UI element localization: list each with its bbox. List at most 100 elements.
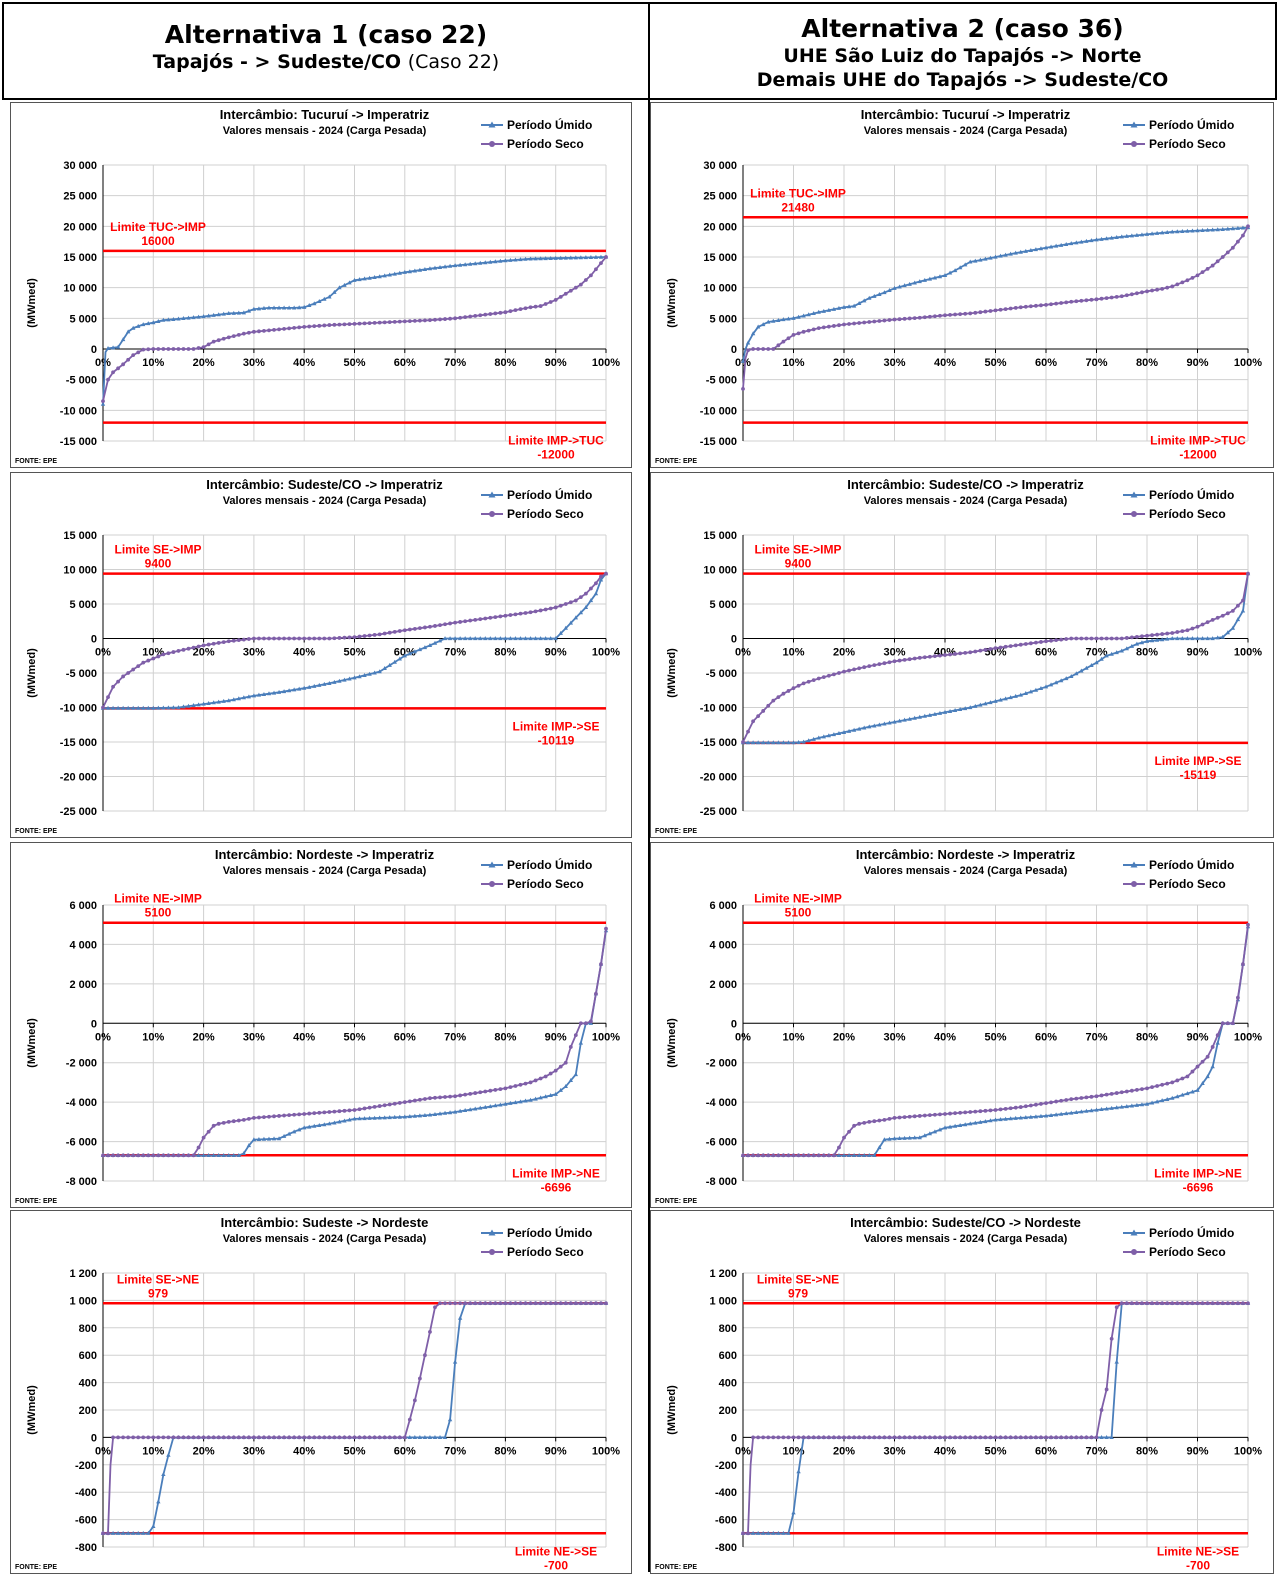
x-tick-label: 10% <box>142 1445 164 1457</box>
data-point <box>226 1152 231 1157</box>
data-point <box>196 644 201 649</box>
data-point <box>1109 636 1114 641</box>
data-point <box>1165 636 1170 641</box>
data-point <box>751 347 755 351</box>
data-point <box>513 257 518 262</box>
data-point <box>1053 1112 1059 1117</box>
y-tick-label: -8 000 <box>66 1176 97 1188</box>
x-tick-label: 70% <box>444 1445 466 1457</box>
x-tick-label: 30% <box>243 357 265 369</box>
x-tick-label: 70% <box>1085 1445 1107 1457</box>
data-point <box>1028 304 1033 309</box>
data-point <box>367 321 372 326</box>
data-point <box>478 313 483 318</box>
data-point <box>231 310 236 315</box>
data-point <box>933 1435 937 1440</box>
data-point <box>473 1106 478 1111</box>
data-point <box>206 1152 211 1157</box>
limit-label: Limite IMP->TUC <box>508 434 604 448</box>
y-tick-label: 200 <box>79 1405 97 1417</box>
y-tick-label: 400 <box>79 1378 97 1390</box>
data-point <box>196 314 201 319</box>
source-note: FONTE: EPE <box>15 1198 57 1205</box>
data-point <box>943 1435 947 1440</box>
data-point <box>412 1398 417 1403</box>
data-point <box>1144 231 1150 236</box>
data-point <box>1109 1336 1114 1341</box>
data-point <box>837 323 841 328</box>
x-tick-label: 80% <box>1136 647 1158 659</box>
data-point <box>271 1136 277 1141</box>
data-point <box>407 1417 412 1422</box>
data-point <box>801 313 806 318</box>
data-point <box>523 636 528 641</box>
data-point <box>1109 1105 1114 1110</box>
source-note: FONTE: EPE <box>655 828 697 835</box>
data-point <box>101 1531 105 1536</box>
data-point <box>1205 636 1210 641</box>
chart-title: Intercâmbio: Sudeste/CO -> Imperatriz <box>206 477 443 492</box>
data-point <box>121 674 126 679</box>
data-point <box>781 740 786 745</box>
data-point <box>786 689 791 693</box>
data-point <box>478 260 483 265</box>
data-point <box>1200 227 1205 232</box>
data-point <box>1190 1089 1195 1094</box>
data-point <box>347 1435 352 1440</box>
data-point <box>1044 1101 1048 1106</box>
data-point <box>1159 230 1165 235</box>
data-point <box>563 602 568 606</box>
data-point <box>488 1301 493 1306</box>
x-tick-label: 60% <box>394 647 416 659</box>
data-point <box>832 324 836 328</box>
data-point <box>141 1435 146 1440</box>
data-point <box>438 1301 442 1306</box>
limit-label: Limite IMP->NE <box>1154 1166 1242 1180</box>
data-point <box>337 678 342 683</box>
x-tick-label: 70% <box>1085 1031 1107 1043</box>
data-point <box>503 1086 508 1091</box>
data-point <box>568 1078 573 1083</box>
legend-label: Período Úmido <box>507 857 592 872</box>
data-point <box>191 1435 196 1440</box>
data-point <box>1129 1301 1134 1306</box>
data-point <box>1034 1102 1038 1107</box>
series-markers <box>741 571 1250 744</box>
data-point <box>106 1531 110 1536</box>
data-point <box>1124 646 1129 651</box>
data-point <box>604 255 608 259</box>
data-point <box>181 1153 186 1158</box>
data-point <box>796 1469 801 1474</box>
y-tick-label: -6 000 <box>706 1137 737 1149</box>
data-point <box>226 639 231 644</box>
data-point <box>422 1112 428 1117</box>
data-point <box>1054 1435 1058 1440</box>
data-point <box>1140 1301 1144 1306</box>
data-point <box>862 298 867 303</box>
data-point <box>1104 1106 1109 1111</box>
data-point <box>922 655 927 660</box>
data-point <box>266 691 272 696</box>
data-point <box>136 1435 141 1440</box>
data-point <box>317 323 322 328</box>
data-point <box>292 1112 297 1117</box>
data-point <box>755 324 761 329</box>
data-point <box>978 1435 983 1440</box>
data-point <box>862 320 867 325</box>
data-point <box>983 256 988 261</box>
data-point <box>816 735 821 740</box>
data-point <box>488 615 493 620</box>
data-point <box>846 1152 852 1157</box>
y-tick-label: 0 <box>731 344 737 356</box>
data-point <box>599 261 603 266</box>
chart-title: Intercâmbio: Nordeste -> Imperatriz <box>856 847 1076 862</box>
data-point <box>126 1435 131 1440</box>
data-point <box>568 1045 573 1049</box>
data-point <box>493 311 498 316</box>
data-point <box>312 1123 317 1128</box>
data-point <box>953 652 957 656</box>
data-point <box>352 1435 357 1440</box>
data-point <box>1059 301 1064 305</box>
data-point <box>882 290 887 295</box>
data-point <box>877 292 882 297</box>
